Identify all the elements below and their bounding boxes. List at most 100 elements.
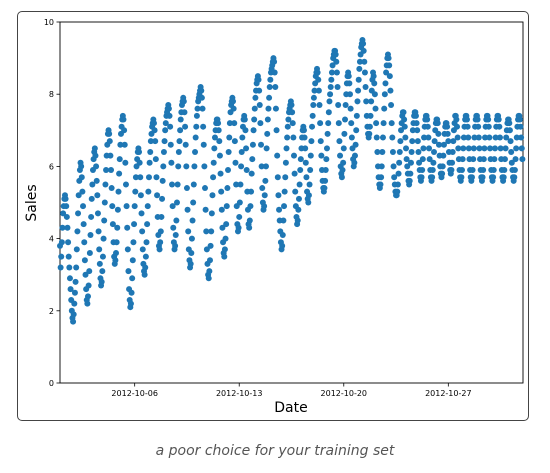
data-point [201,163,207,169]
data-point [172,243,178,249]
data-point [264,145,270,151]
data-point [140,246,146,252]
data-point [475,124,481,130]
data-point [481,156,487,162]
data-point [64,225,70,231]
data-point [308,153,314,159]
data-point [356,77,362,83]
data-point [362,70,368,76]
data-point [99,268,105,274]
data-point [188,261,194,267]
data-point [273,106,279,112]
data-point [188,250,194,256]
data-point [379,163,385,169]
data-point [184,185,190,191]
data-point [218,171,224,177]
data-point [160,178,166,184]
data-point [274,127,280,133]
data-point [86,283,92,289]
data-point [208,243,214,249]
data-point [267,77,273,83]
data-point [87,250,93,256]
data-point [175,163,181,169]
data-point [317,102,323,108]
data-point [198,88,204,94]
data-point [175,181,181,187]
data-point [450,149,456,155]
data-point [223,221,229,227]
data-point [518,135,524,141]
data-point [339,174,345,180]
data-point [389,120,395,126]
data-point [470,156,476,162]
data-point [414,127,420,133]
data-point [409,149,415,155]
data-point [335,84,341,90]
data-point [191,181,197,187]
data-point [355,88,361,94]
data-point [147,160,153,166]
data-point [230,98,236,104]
data-point [289,102,295,108]
data-point [471,145,477,151]
data-point [153,174,159,180]
x-tick-label: 2012-10-13 [216,389,263,398]
data-point [506,120,512,126]
data-point [200,106,206,112]
x-axis-title: Date [274,400,307,416]
data-point [491,167,497,173]
data-point [231,120,237,126]
data-point [189,236,195,242]
data-point [183,142,189,148]
data-point [368,113,374,119]
data-point [306,192,312,198]
data-point [193,135,199,141]
data-point [518,124,524,130]
data-point [425,135,431,141]
data-point [190,200,196,206]
data-point [146,174,152,180]
data-point [297,181,303,187]
data-point [481,145,487,151]
data-point [408,160,414,166]
data-point [380,135,386,141]
data-point [162,138,168,144]
data-point [382,80,388,86]
data-point [346,80,352,86]
data-point [144,239,150,245]
data-point [74,246,80,252]
data-point [302,145,308,151]
data-point [295,207,301,213]
data-point [168,142,174,148]
data-point [145,189,151,195]
data-point [325,131,331,137]
data-point [460,145,466,151]
data-point [211,145,217,151]
data-point [59,239,65,245]
data-point [114,225,120,231]
data-point [354,98,360,104]
data-point [290,135,296,141]
data-point [224,203,230,209]
data-point [95,210,101,216]
data-point [271,59,277,65]
data-point [420,145,426,151]
data-point [236,214,242,220]
data-point [517,116,523,122]
y-axis: 0246810 [44,18,60,388]
data-point [386,55,392,61]
data-point [275,192,281,198]
data-point [181,98,187,104]
data-point [272,70,278,76]
y-tick-label: 8 [49,90,54,99]
data-point [460,156,466,162]
data-point [70,319,76,325]
data-point [281,203,287,209]
data-point [252,95,258,101]
data-point [464,116,470,122]
data-point [307,167,313,173]
data-point [440,163,446,169]
data-point [221,254,227,260]
data-point [125,268,131,274]
